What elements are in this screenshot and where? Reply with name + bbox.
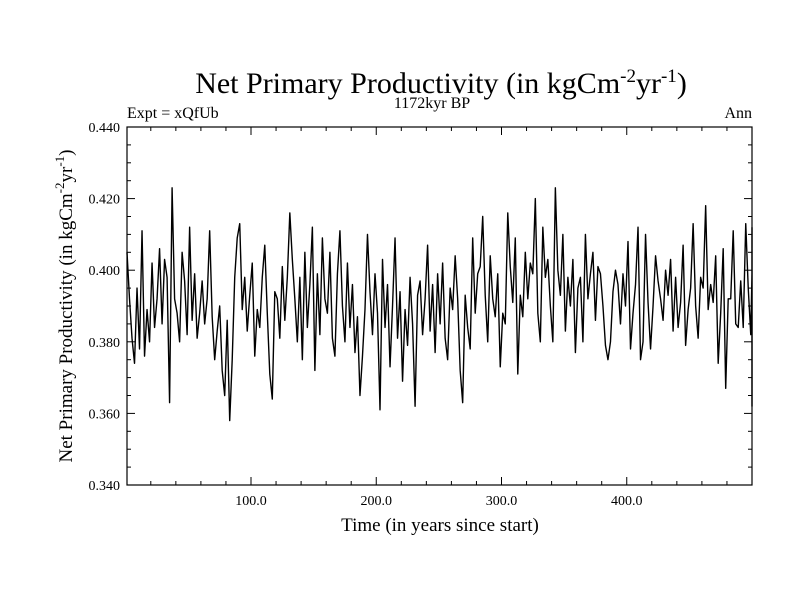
- axis-tick-labels: 100.0 200.0 300.0 400.0 0.340 0.360 0.380 0.400…: [89, 121, 643, 509]
- y-tick-label: 0.360: [89, 407, 121, 422]
- axis-ticks: [127, 126, 752, 486]
- y-tick-label: 0.420: [89, 193, 121, 208]
- data-series-line: [126, 187, 753, 422]
- season-label: Ann: [724, 105, 752, 122]
- plot-frame: [126, 126, 753, 486]
- x-tick-label: 200.0: [360, 494, 392, 509]
- x-tick-label: 400.0: [611, 494, 643, 509]
- y-tick-label: 0.400: [89, 264, 121, 279]
- y-axis-label: Net Primary Productivity (in kgCm-2yr-1): [52, 150, 77, 463]
- chart-subtitle: 1172kyr BP: [394, 95, 470, 112]
- y-tick-label: 0.440: [89, 121, 121, 136]
- x-axis-label: Time (in years since start): [341, 515, 539, 536]
- x-tick-label: 300.0: [486, 494, 518, 509]
- chart-title: Net Primary Productivity (in kgCm-2yr-1): [195, 66, 687, 100]
- experiment-label: Expt = xQfUb: [127, 105, 219, 122]
- y-tick-label: 0.340: [89, 479, 121, 494]
- x-tick-label: 100.0: [235, 494, 267, 509]
- y-tick-label: 0.380: [89, 336, 121, 351]
